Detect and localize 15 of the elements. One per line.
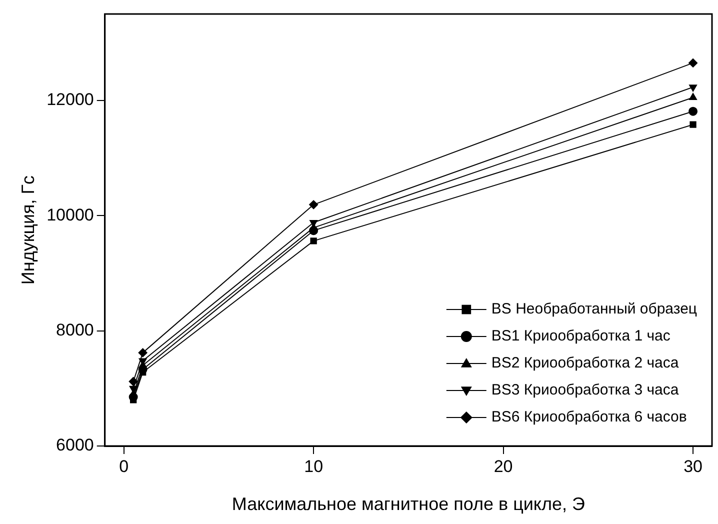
legend-label: BS1 Криообработка 1 час: [491, 328, 671, 345]
x-tick-label: 20: [494, 456, 513, 476]
x-tick-label: 10: [304, 456, 324, 476]
legend-label: BS3 Криообработка 3 часа: [491, 382, 680, 399]
legend-label: BS Необработанный образец: [491, 300, 698, 318]
legend-label: BS6 Криообработка 6 часов: [491, 408, 687, 426]
y-axis-title: Индукция, Гс: [18, 175, 38, 285]
x-axis-title: Максимальное магнитное поле в цикле, Э: [232, 494, 586, 514]
y-tick-label: 8000: [56, 320, 94, 340]
y-tick-label: 12000: [46, 90, 94, 110]
y-tick-label: 10000: [46, 205, 94, 224]
x-tick-label: 30: [684, 456, 702, 476]
y-tick-label: 6000: [56, 436, 94, 455]
x-tick-label: 0: [119, 456, 129, 476]
legend-label: BS2 Криообработка 2 часа: [491, 354, 680, 372]
